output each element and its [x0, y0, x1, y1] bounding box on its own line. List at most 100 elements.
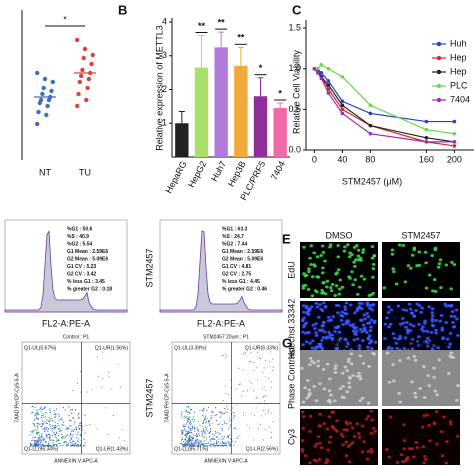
event — [55, 414, 57, 416]
cell — [360, 396, 365, 400]
event — [71, 428, 73, 430]
event — [34, 429, 36, 431]
cell — [317, 424, 321, 428]
event — [46, 419, 48, 421]
event — [55, 432, 58, 435]
cell — [365, 302, 370, 306]
quadrant-label: Q1-LL(96.34%) — [24, 446, 59, 452]
legend-marker — [436, 83, 442, 89]
event — [219, 442, 222, 444]
cell — [420, 306, 425, 310]
cell — [351, 373, 355, 377]
event — [57, 425, 59, 427]
cell — [382, 286, 387, 290]
event — [39, 408, 42, 410]
image — [382, 409, 460, 465]
event — [70, 425, 72, 427]
point — [326, 83, 331, 87]
cell — [354, 332, 358, 336]
cell — [426, 374, 431, 378]
cell — [314, 459, 319, 463]
dot — [90, 52, 96, 58]
event — [77, 441, 79, 443]
event — [48, 433, 51, 436]
point — [368, 123, 373, 128]
event — [33, 423, 35, 425]
cell — [430, 314, 435, 318]
event — [33, 424, 36, 427]
event — [53, 425, 55, 427]
cell — [337, 287, 342, 291]
event — [49, 418, 52, 420]
event — [35, 416, 38, 418]
cell — [355, 244, 359, 248]
cell — [417, 335, 421, 339]
event — [221, 424, 223, 426]
event — [223, 421, 225, 423]
event — [229, 434, 231, 436]
point — [368, 131, 373, 136]
event — [34, 413, 36, 415]
event — [272, 358, 274, 360]
event — [187, 406, 189, 408]
cell — [331, 315, 335, 319]
cell — [318, 382, 322, 386]
cell — [432, 366, 436, 370]
cell — [325, 279, 330, 283]
event — [79, 371, 81, 373]
event — [222, 412, 224, 414]
point — [326, 91, 331, 95]
event — [203, 428, 205, 430]
event — [271, 412, 273, 414]
cell — [338, 278, 343, 282]
x-tick-label: 40 — [337, 154, 347, 164]
event — [253, 414, 255, 416]
point — [319, 71, 324, 75]
stat-label: % less G1 : 4.45 — [222, 279, 260, 285]
stat-label: G2 CV : 3.42 — [67, 271, 96, 277]
event — [65, 428, 67, 430]
cell — [396, 304, 401, 308]
event — [215, 433, 217, 435]
point — [368, 111, 373, 116]
event — [211, 415, 213, 417]
row-label: EdU — [286, 261, 296, 279]
event — [208, 423, 211, 425]
cell — [327, 398, 332, 402]
event — [181, 429, 183, 432]
cell — [417, 250, 422, 254]
event — [194, 434, 196, 437]
x-tick-label: TU — [79, 167, 91, 177]
bar — [273, 108, 287, 157]
legend-marker — [436, 41, 442, 47]
column-label: STM2457 — [401, 230, 440, 240]
bar — [234, 65, 248, 157]
event — [236, 437, 238, 440]
cell — [329, 318, 333, 322]
cell — [301, 318, 305, 322]
cell — [409, 341, 413, 345]
event — [190, 408, 193, 411]
event — [41, 408, 44, 411]
event — [193, 411, 195, 413]
event — [220, 444, 222, 447]
event — [189, 435, 191, 437]
cell — [370, 418, 375, 422]
event — [62, 421, 64, 424]
event — [191, 440, 193, 442]
event — [196, 435, 199, 437]
event — [199, 440, 201, 442]
event — [189, 412, 191, 414]
cell — [301, 286, 306, 290]
event — [196, 429, 199, 431]
event — [118, 437, 120, 439]
point — [424, 127, 429, 132]
event — [71, 443, 73, 445]
event — [224, 422, 226, 424]
cell — [370, 347, 374, 351]
event — [51, 420, 54, 422]
event — [210, 440, 212, 443]
cell — [371, 275, 375, 279]
dot — [77, 79, 83, 85]
